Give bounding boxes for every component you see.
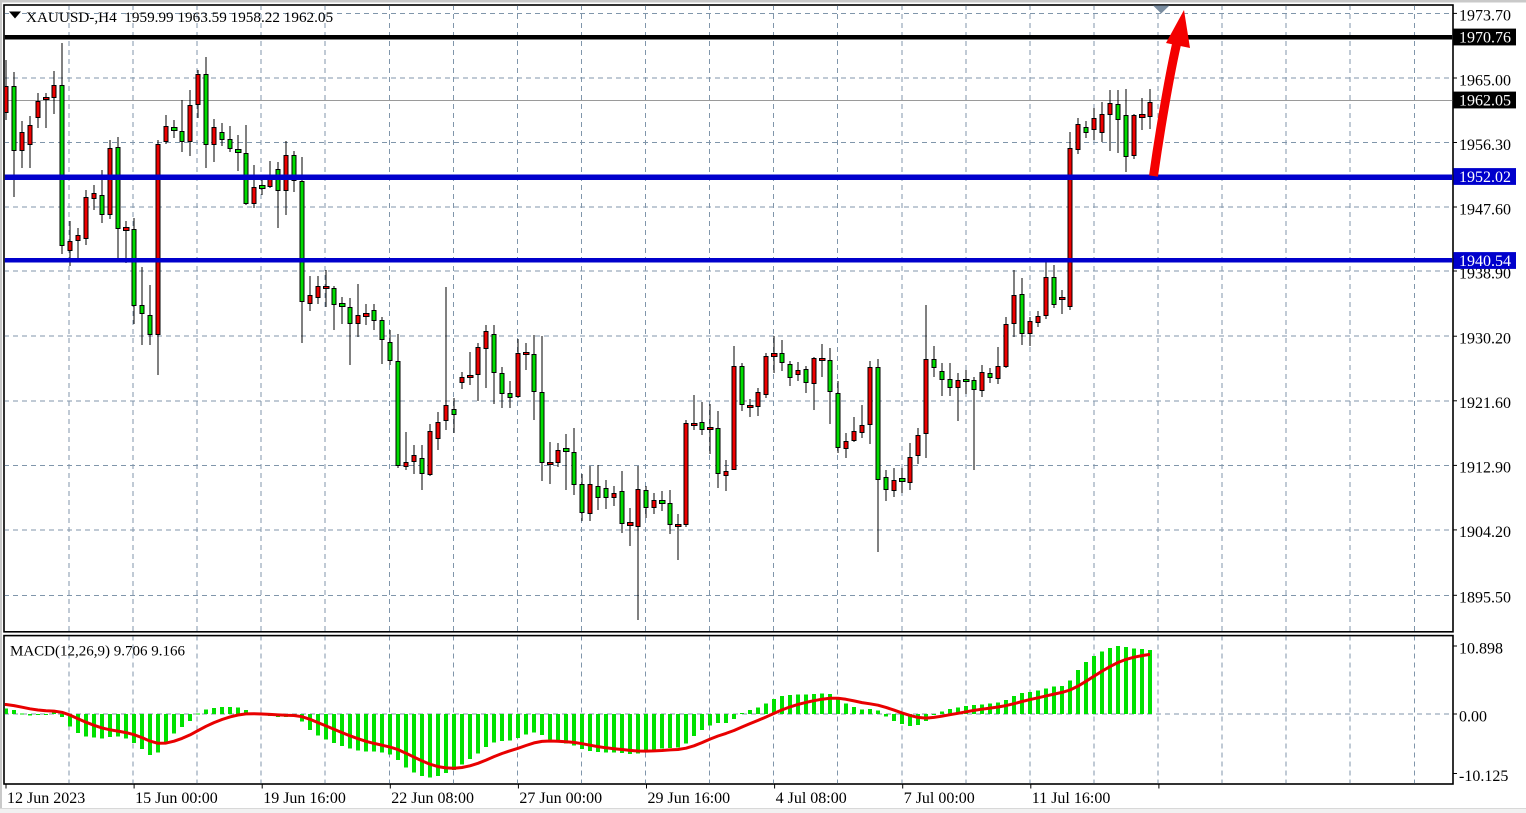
svg-text:1952.02: 1952.02 xyxy=(1459,169,1511,186)
svg-text:1904.20: 1904.20 xyxy=(1459,524,1511,541)
svg-text:1973.70: 1973.70 xyxy=(1459,8,1511,25)
svg-text:29 Jun 16:00: 29 Jun 16:00 xyxy=(648,790,731,807)
svg-text:1912.90: 1912.90 xyxy=(1459,460,1511,477)
svg-text:MACD(12,26,9) 9.706 9.166: MACD(12,26,9) 9.706 9.166 xyxy=(10,644,185,660)
svg-text:1895.50: 1895.50 xyxy=(1459,590,1511,607)
svg-text:10.898: 10.898 xyxy=(1459,640,1503,657)
svg-text:1921.60: 1921.60 xyxy=(1459,395,1511,412)
svg-text:-10.125: -10.125 xyxy=(1459,768,1508,785)
svg-text:1938.90: 1938.90 xyxy=(1459,265,1511,282)
svg-text:11 Jul 16:00: 11 Jul 16:00 xyxy=(1032,790,1111,807)
svg-text:1956.30: 1956.30 xyxy=(1459,137,1511,154)
svg-text:19 Jun 16:00: 19 Jun 16:00 xyxy=(263,790,346,807)
svg-text:22 Jun 08:00: 22 Jun 08:00 xyxy=(391,790,474,807)
svg-text:XAUUSD-,H4 1959.99 1963.59 19: XAUUSD-,H4 1959.99 1963.59 1958.22 1962.… xyxy=(26,9,333,26)
svg-text:1947.60: 1947.60 xyxy=(1459,201,1511,218)
svg-text:1940.54: 1940.54 xyxy=(1459,253,1511,270)
svg-text:12 Jun 2023: 12 Jun 2023 xyxy=(7,790,85,807)
svg-text:1965.00: 1965.00 xyxy=(1459,72,1511,89)
svg-text:1970.76: 1970.76 xyxy=(1459,30,1511,47)
svg-text:0.00: 0.00 xyxy=(1459,708,1487,725)
svg-text:1930.20: 1930.20 xyxy=(1459,331,1511,348)
svg-text:15 Jun 00:00: 15 Jun 00:00 xyxy=(135,790,218,807)
svg-text:27 Jun 00:00: 27 Jun 00:00 xyxy=(519,790,602,807)
svg-text:4 Jul 08:00: 4 Jul 08:00 xyxy=(776,790,847,807)
svg-text:1962.05: 1962.05 xyxy=(1459,93,1511,110)
svg-text:7 Jul 00:00: 7 Jul 00:00 xyxy=(904,790,975,807)
